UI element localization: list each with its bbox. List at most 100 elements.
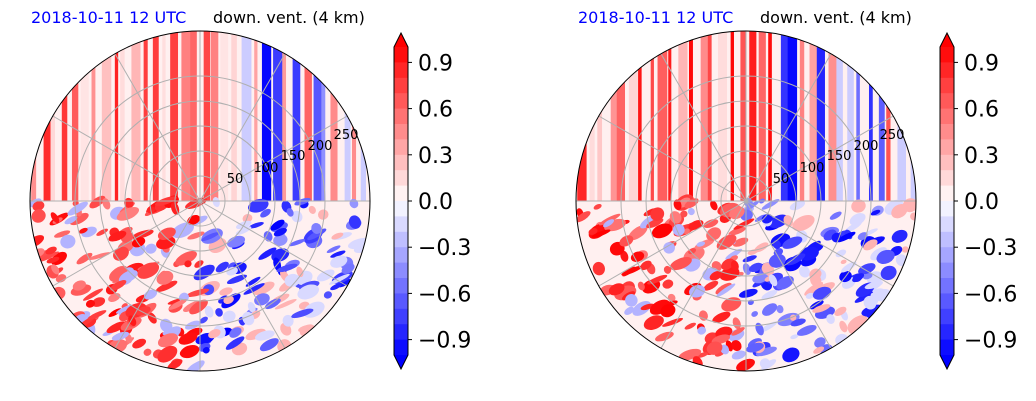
colorbar-tick-label: 0.9: [964, 51, 999, 76]
heatmap-blob: [69, 212, 89, 226]
heatmap-blob: [640, 303, 655, 311]
heatmap-blob: [712, 311, 731, 323]
heatmap-blob: [716, 283, 736, 297]
heatmap-stripe: [61, 31, 68, 201]
heatmap-stripe: [668, 31, 672, 201]
colorbar-segment: [394, 154, 408, 171]
heatmap-stripe: [897, 31, 907, 201]
heatmap-blob: [863, 239, 878, 251]
colorbar-segment: [394, 93, 408, 110]
plot-boundary: [29, 30, 371, 372]
heatmap-blob: [761, 213, 773, 224]
heatmap-stripe: [330, 31, 338, 201]
heatmap-blob: [598, 213, 621, 226]
heatmap-blob: [768, 253, 786, 268]
heatmap-blob: [689, 285, 706, 298]
grid-spoke: [199, 53, 286, 202]
heatmap-stripe: [740, 31, 746, 201]
heatmap-stripe: [910, 31, 916, 201]
chart-panel-left: 2018-10-11 12 UTC down. vent. (4 km) 50 1…: [29, 8, 471, 372]
heatmap-stripe: [610, 31, 618, 201]
heatmap-blob: [829, 211, 842, 220]
colorbar-segment: [940, 170, 954, 187]
heatmap-blob: [243, 283, 265, 295]
heatmap-blob: [286, 208, 294, 217]
chart-title-date: 2018-10-11 12 UTC: [31, 8, 187, 27]
heatmap-blob: [669, 211, 682, 224]
heatmap-blob: [630, 251, 645, 262]
heatmap-blob: [684, 322, 696, 330]
heatmap-blob: [222, 310, 236, 323]
heatmap-blob: [836, 231, 856, 243]
heatmap-blob: [669, 257, 692, 271]
heatmap-blob: [876, 249, 895, 264]
heatmap-blob: [212, 197, 220, 208]
heatmap-blob: [291, 308, 314, 319]
heatmap-blob: [178, 332, 198, 345]
heatmap-blob: [826, 314, 835, 324]
colorbar-segment: [940, 293, 954, 310]
heatmap-blob: [87, 310, 107, 320]
heatmap-blob: [810, 273, 822, 287]
plot-boundary: [575, 30, 917, 372]
colorbar-segment: [940, 278, 954, 294]
heatmap-blob: [282, 314, 294, 327]
heatmap-blob: [341, 263, 355, 274]
heatmap-blob: [157, 227, 176, 240]
heatmap-blob: [215, 308, 223, 317]
heatmap-blob: [721, 258, 735, 270]
colorbar-outline: [393, 31, 409, 371]
heatmap-blob: [839, 320, 848, 333]
heatmap-blob: [782, 236, 803, 249]
heatmap-blob: [851, 199, 866, 213]
heatmap-blob: [862, 272, 873, 280]
colorbar-segment: [394, 278, 408, 294]
colorbar-segment: [940, 47, 954, 63]
heatmap-stripe: [181, 31, 192, 201]
heatmap-blob: [725, 248, 743, 260]
heatmap-blob: [276, 263, 298, 273]
heatmap-blob: [273, 234, 288, 247]
heatmap-blob: [226, 274, 247, 285]
heatmap-blob: [761, 289, 778, 300]
heatmap-blob: [703, 280, 719, 291]
heatmap-blob: [697, 326, 707, 335]
heatmap-blob: [201, 232, 220, 242]
heatmap-blob: [870, 209, 881, 216]
heatmap-blob: [703, 219, 719, 228]
heatmap-stripe: [700, 31, 710, 201]
colorbar-extend-bottom: [394, 355, 408, 369]
colorbar-segment: [394, 262, 408, 279]
heatmap-blob: [680, 210, 688, 218]
heatmap-blob: [135, 306, 151, 316]
heatmap-blob: [54, 230, 71, 238]
heatmap-blob: [835, 249, 847, 258]
heatmap-blob: [625, 294, 638, 307]
heatmap-stripe: [577, 31, 587, 201]
heatmap-stripe: [589, 31, 595, 201]
heatmap-blob: [768, 214, 789, 229]
heatmap-blob: [688, 248, 697, 255]
heatmap-blob: [67, 201, 88, 216]
chart-title-date: 2018-10-11 12 UTC: [578, 8, 734, 27]
colorbar-segment: [394, 139, 408, 156]
heatmap-blob: [128, 315, 137, 326]
heatmap-blob: [137, 262, 160, 279]
heatmap-blob: [156, 270, 174, 285]
heatmap-blob: [157, 333, 179, 348]
heatmap-blob: [143, 348, 152, 356]
heatmap-blob: [288, 239, 306, 247]
heatmap-blob: [720, 344, 730, 355]
heatmap-blob: [864, 280, 884, 290]
colorbar-segment: [394, 170, 408, 187]
heatmap-blob: [751, 311, 758, 317]
heatmap-blob: [255, 330, 275, 341]
colorbar-tick-label: 0.0: [964, 190, 999, 215]
heatmap-stripe: [730, 31, 734, 201]
colorbar-segment: [394, 231, 408, 248]
heatmap-blob: [662, 317, 684, 327]
colorbar-segment: [394, 308, 408, 325]
heatmap-blob: [651, 223, 673, 239]
heatmap-stripe: [780, 31, 790, 201]
heatmap-blob: [768, 274, 778, 287]
